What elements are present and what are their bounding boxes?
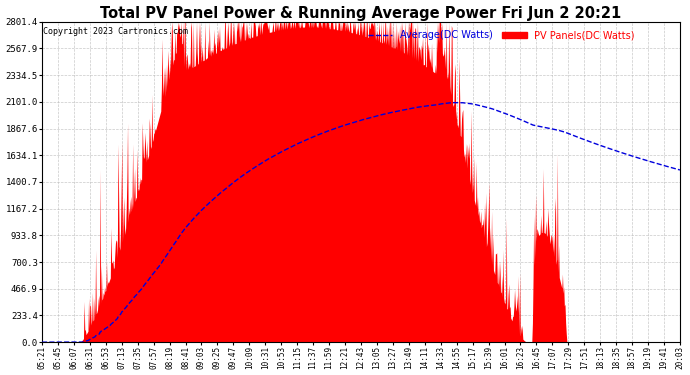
Legend: Average(DC Watts), PV Panels(DC Watts): Average(DC Watts), PV Panels(DC Watts) xyxy=(364,27,639,44)
Text: Copyright 2023 Cartronics.com: Copyright 2023 Cartronics.com xyxy=(43,27,188,36)
Title: Total PV Panel Power & Running Average Power Fri Jun 2 20:21: Total PV Panel Power & Running Average P… xyxy=(100,6,622,21)
